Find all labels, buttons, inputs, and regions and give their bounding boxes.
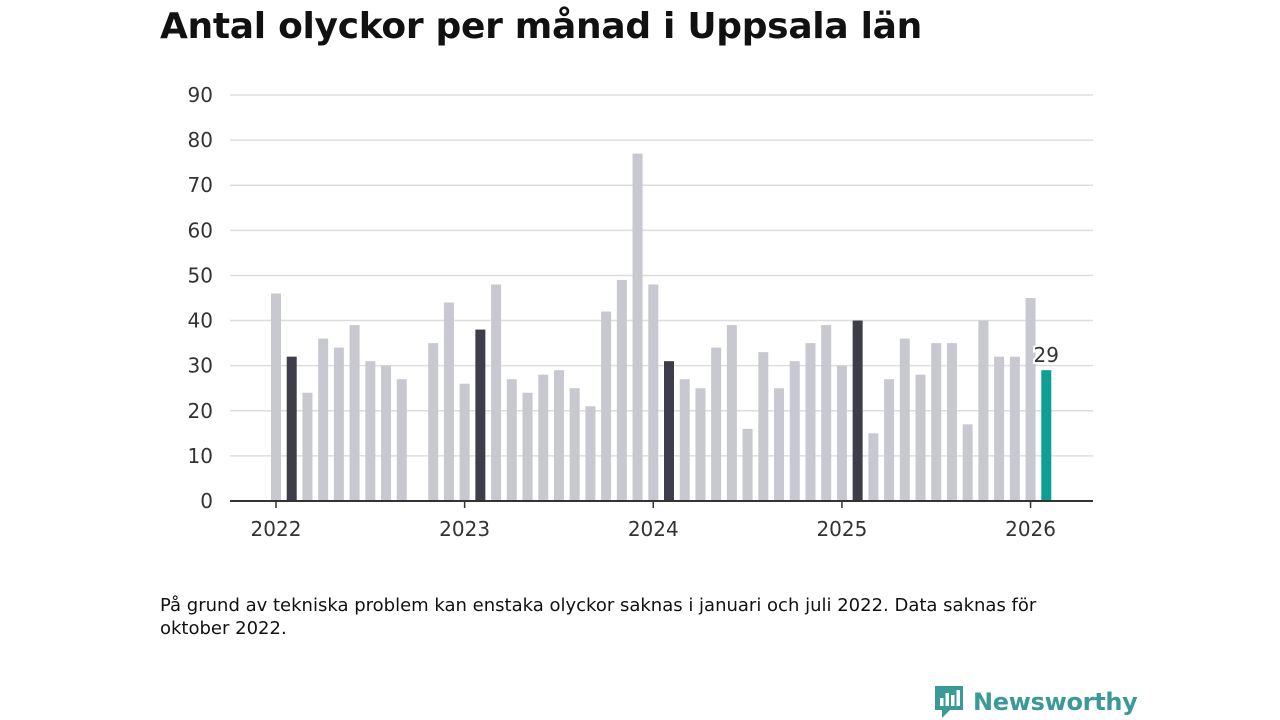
- bar-2024-01: [648, 284, 659, 501]
- bar-2025-12: [1009, 356, 1020, 501]
- bar-2023-07: [553, 370, 564, 501]
- bar-2026-01: [1025, 298, 1036, 501]
- bar-2023-06: [538, 374, 549, 501]
- bar-2022-05: [333, 347, 344, 501]
- bar-2024-09: [774, 388, 785, 501]
- bar-2024-04: [695, 388, 706, 501]
- bar-2025-04: [884, 379, 895, 501]
- annotations: 29: [1032, 341, 1061, 369]
- bar-2022-06: [349, 325, 360, 501]
- x-axis-ticks: 2022 2023 2024 2025 2026: [251, 501, 1056, 541]
- bar-2023-10: [601, 311, 612, 501]
- bar-2025-11: [994, 356, 1005, 501]
- bar-2023-08: [569, 388, 580, 501]
- brand-logo[interactable]: Newsworthy: [933, 684, 1138, 720]
- brand-name: Newsworthy: [973, 688, 1138, 716]
- bar-2022-07: [365, 361, 376, 501]
- bar-2022-01: [271, 293, 281, 501]
- latest-value-label: 29: [1034, 343, 1059, 367]
- y-tick-label: 80: [188, 128, 213, 152]
- bar-2023-05: [522, 392, 533, 501]
- bar-2022-08: [381, 365, 392, 501]
- x-tick-label: 2025: [816, 517, 867, 541]
- y-axis-ticks: 0 10 20 30 40 50 60 70 80 90: [188, 83, 213, 513]
- bar-chart: 0 10 20 30 40 50 60 70 80 90 2022 2023 2024 2025 2026…: [188, 83, 1093, 541]
- bar-2024-02: [664, 361, 674, 501]
- footnote: På grund av tekniska problem kan enstaka…: [160, 595, 1037, 639]
- x-tick-label: 2023: [439, 517, 490, 541]
- y-tick-label: 70: [188, 173, 213, 197]
- bar-2024-03: [679, 379, 690, 501]
- bar-2025-02: [852, 320, 863, 501]
- bar-2023-02: [475, 329, 486, 501]
- chart-title: Antal olyckor per månad i Uppsala län: [160, 6, 922, 47]
- y-tick-label: 20: [188, 399, 213, 423]
- bar-2022-02: [286, 356, 297, 501]
- bar-2025-09: [962, 424, 973, 501]
- bar-2023-03: [491, 284, 502, 501]
- bar-2026-02: [1041, 370, 1052, 501]
- y-tick-label: 50: [188, 263, 213, 287]
- bar-2024-07: [742, 428, 753, 501]
- bar-2025-08: [946, 343, 957, 501]
- bars: [271, 153, 1052, 501]
- x-tick-label: 2026: [1005, 517, 1056, 541]
- bar-2025-01: [836, 365, 847, 501]
- bar-2023-12: [632, 153, 643, 501]
- bar-2024-12: [821, 325, 832, 501]
- bar-2025-07: [931, 343, 942, 501]
- bar-2024-06: [726, 325, 737, 501]
- y-tick-label: 10: [188, 444, 213, 468]
- newsworthy-logo-icon: [935, 686, 963, 718]
- bar-2025-03: [868, 433, 879, 501]
- bar-2024-05: [711, 347, 722, 501]
- bar-2022-09: [396, 379, 407, 501]
- bar-2025-06: [915, 374, 926, 501]
- bar-2022-12: [443, 302, 454, 501]
- bar-2023-09: [585, 406, 596, 501]
- bar-2022-11: [428, 343, 439, 501]
- bar-2024-08: [758, 352, 769, 501]
- bar-2022-04: [318, 338, 329, 501]
- y-tick-label: 90: [188, 83, 213, 107]
- bar-2025-10: [978, 320, 989, 501]
- y-tick-label: 60: [188, 218, 213, 242]
- y-tick-label: 30: [188, 354, 213, 378]
- bar-2023-01: [459, 383, 470, 501]
- x-tick-label: 2024: [628, 517, 679, 541]
- bar-2022-03: [302, 392, 313, 501]
- bar-2024-11: [805, 343, 816, 501]
- bar-2024-10: [789, 361, 800, 501]
- x-tick-label: 2022: [251, 517, 302, 541]
- y-tick-label: 0: [200, 489, 213, 513]
- bar-2025-05: [899, 338, 910, 501]
- y-tick-label: 40: [188, 309, 213, 333]
- bar-2023-04: [506, 379, 517, 501]
- bar-2023-11: [616, 279, 627, 501]
